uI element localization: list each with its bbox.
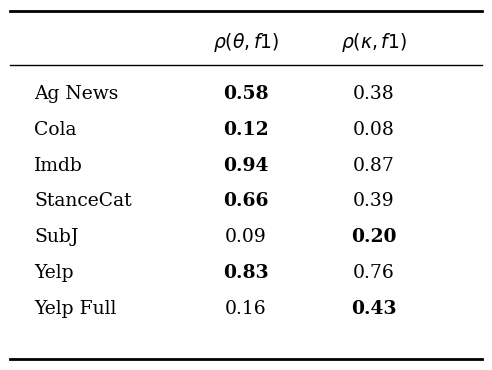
Text: Yelp Full: Yelp Full [34, 300, 117, 317]
Text: $\rho(\theta, f1)$: $\rho(\theta, f1)$ [213, 31, 279, 54]
Text: 0.66: 0.66 [223, 192, 269, 211]
Text: 0.87: 0.87 [353, 157, 395, 175]
Text: Cola: Cola [34, 121, 77, 139]
Text: 0.39: 0.39 [353, 192, 395, 211]
Text: SubJ: SubJ [34, 228, 79, 246]
Text: 0.09: 0.09 [225, 228, 267, 246]
Text: 0.12: 0.12 [223, 121, 269, 139]
Text: 0.58: 0.58 [223, 85, 269, 103]
Text: Yelp: Yelp [34, 264, 74, 282]
Text: 0.76: 0.76 [353, 264, 395, 282]
Text: $\rho(\kappa, f1)$: $\rho(\kappa, f1)$ [341, 31, 407, 54]
Text: 0.83: 0.83 [223, 264, 269, 282]
Text: 0.38: 0.38 [353, 85, 395, 103]
Text: Imdb: Imdb [34, 157, 83, 175]
Text: Ag News: Ag News [34, 85, 119, 103]
Text: 0.08: 0.08 [353, 121, 395, 139]
Text: 0.94: 0.94 [223, 157, 269, 175]
Text: 0.20: 0.20 [351, 228, 397, 246]
Text: StanceCat: StanceCat [34, 192, 132, 211]
Text: 0.43: 0.43 [351, 300, 397, 317]
Text: 0.16: 0.16 [225, 300, 267, 317]
